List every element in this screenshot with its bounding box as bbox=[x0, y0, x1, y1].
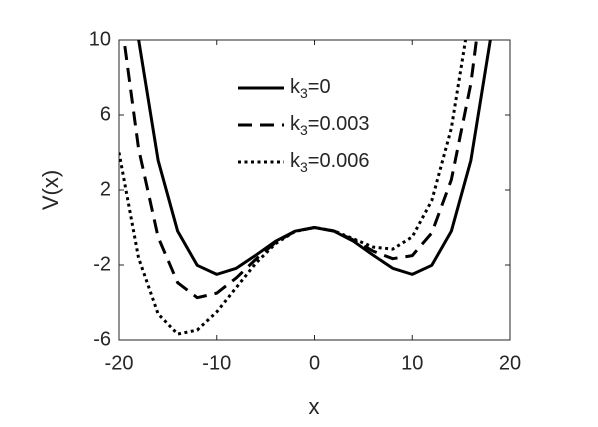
y-tick-label: -2 bbox=[93, 253, 111, 275]
legend-label: k3=0.003 bbox=[290, 113, 370, 137]
x-tick-label: 20 bbox=[499, 352, 521, 374]
y-tick-label: 2 bbox=[100, 178, 111, 200]
y-tick-label: 6 bbox=[100, 103, 111, 125]
x-axis-label: x bbox=[309, 394, 320, 419]
y-tick-label: 10 bbox=[89, 28, 111, 50]
series-line bbox=[122, 40, 478, 300]
y-axis-label: V(x) bbox=[38, 170, 63, 210]
x-tick-label: 10 bbox=[401, 352, 423, 374]
legend-label: k3=0 bbox=[290, 76, 331, 100]
y-tick-label: -6 bbox=[93, 328, 111, 350]
legend-label: k3=0.006 bbox=[290, 150, 370, 174]
x-tick-label: 0 bbox=[309, 352, 320, 374]
plot-lines bbox=[119, 40, 492, 336]
x-tick-label: -10 bbox=[202, 352, 231, 374]
x-tick-label: -20 bbox=[105, 352, 134, 374]
